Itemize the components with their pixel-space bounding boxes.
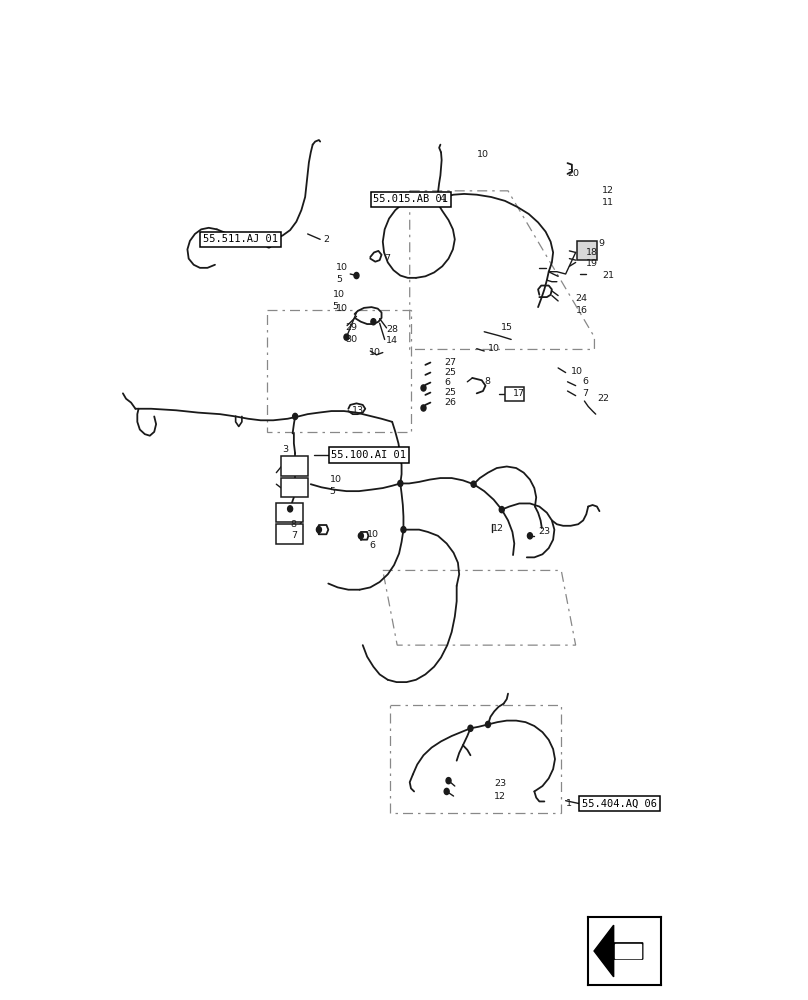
Text: 10: 10 <box>336 304 347 313</box>
Circle shape <box>359 533 364 539</box>
Circle shape <box>267 242 271 248</box>
Bar <box>281 478 308 497</box>
Circle shape <box>446 778 451 784</box>
Bar <box>276 524 303 544</box>
Text: 8: 8 <box>485 377 491 386</box>
Bar <box>281 456 308 476</box>
Text: 5: 5 <box>333 302 339 311</box>
Text: 9: 9 <box>599 239 605 248</box>
Bar <box>577 241 597 260</box>
Text: 26: 26 <box>444 398 457 407</box>
Text: 10: 10 <box>336 263 347 272</box>
Text: 4: 4 <box>440 194 445 203</box>
Text: 3: 3 <box>283 445 288 454</box>
Circle shape <box>468 725 473 731</box>
Text: 13: 13 <box>351 406 364 415</box>
Text: 10: 10 <box>333 290 345 299</box>
Circle shape <box>354 272 359 279</box>
Circle shape <box>292 413 297 420</box>
Text: 22: 22 <box>598 394 609 403</box>
Text: 6: 6 <box>444 378 450 387</box>
Text: 5: 5 <box>330 487 335 496</box>
Text: 21: 21 <box>602 271 614 280</box>
Circle shape <box>421 405 426 411</box>
Circle shape <box>344 334 349 340</box>
Bar <box>276 503 303 522</box>
Text: 10: 10 <box>570 367 583 376</box>
Circle shape <box>471 481 476 487</box>
Text: 20: 20 <box>567 169 579 178</box>
Text: 6: 6 <box>582 377 588 386</box>
Text: 2: 2 <box>323 235 330 244</box>
Text: 10: 10 <box>330 475 342 484</box>
Text: 23: 23 <box>494 779 507 788</box>
Text: 8: 8 <box>291 520 297 529</box>
Text: 25: 25 <box>444 368 457 377</box>
Text: 30: 30 <box>345 335 357 344</box>
Circle shape <box>317 527 322 533</box>
Circle shape <box>288 506 292 512</box>
Text: 7: 7 <box>291 531 297 540</box>
Text: 55.015.AB 01: 55.015.AB 01 <box>373 194 448 204</box>
Polygon shape <box>594 925 642 977</box>
Text: 10: 10 <box>477 150 489 159</box>
Text: 10: 10 <box>369 348 381 357</box>
Text: 12: 12 <box>494 792 507 801</box>
Text: 12: 12 <box>492 524 504 533</box>
Text: 14: 14 <box>386 336 398 345</box>
Text: 16: 16 <box>575 306 587 315</box>
Text: 19: 19 <box>587 259 598 268</box>
Text: 12: 12 <box>602 186 614 195</box>
Text: 17: 17 <box>513 389 525 398</box>
Circle shape <box>371 319 376 325</box>
Text: 25: 25 <box>444 388 457 397</box>
Bar <box>505 387 524 401</box>
Text: 23: 23 <box>538 527 550 536</box>
Text: 55.511.AJ 01: 55.511.AJ 01 <box>203 234 278 244</box>
Text: 28: 28 <box>386 325 398 334</box>
Circle shape <box>401 527 406 533</box>
Circle shape <box>499 507 504 513</box>
Text: 10: 10 <box>488 344 500 353</box>
Text: 7: 7 <box>385 254 391 263</box>
Text: 11: 11 <box>602 198 614 207</box>
Text: 55.404.AQ 06: 55.404.AQ 06 <box>582 799 657 809</box>
Text: 5: 5 <box>336 275 342 284</box>
Text: 15: 15 <box>500 323 512 332</box>
Text: 18: 18 <box>587 248 598 257</box>
Text: 1: 1 <box>566 799 572 808</box>
Circle shape <box>444 788 449 795</box>
Text: 29: 29 <box>345 323 357 332</box>
Text: 55.100.AI 01: 55.100.AI 01 <box>331 450 406 460</box>
Text: 6: 6 <box>369 541 375 550</box>
Polygon shape <box>615 944 642 958</box>
Text: 24: 24 <box>575 294 587 303</box>
Circle shape <box>486 721 490 728</box>
Text: 10: 10 <box>367 530 379 539</box>
Text: 7: 7 <box>582 389 588 398</box>
Circle shape <box>528 533 532 539</box>
Circle shape <box>421 385 426 391</box>
Circle shape <box>398 480 403 487</box>
Text: 27: 27 <box>444 358 457 367</box>
